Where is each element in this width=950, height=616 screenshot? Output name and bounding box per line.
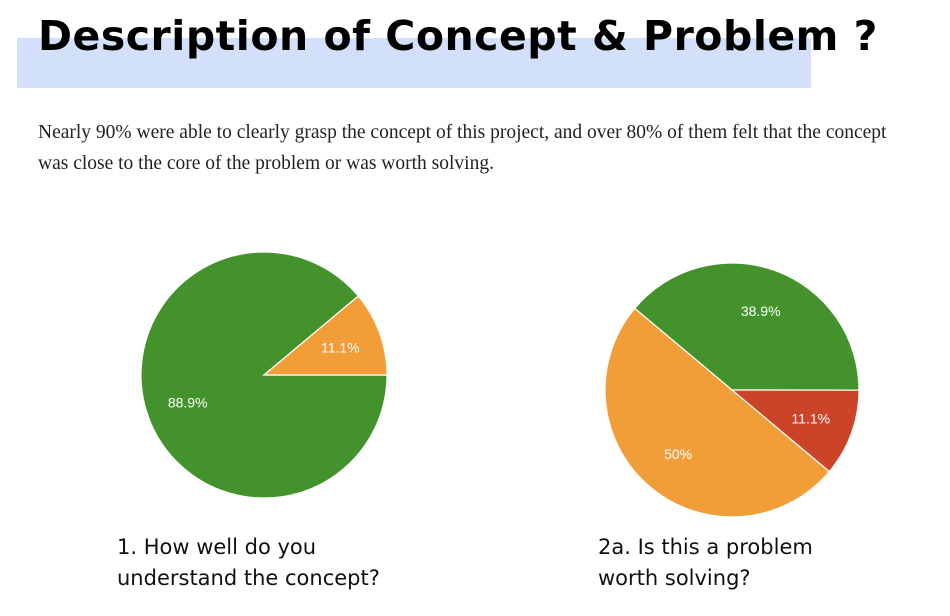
pie-slice: [633, 262, 860, 391]
description-text: Nearly 90% were able to clearly grasp th…: [38, 122, 887, 174]
page-title: Description of Concept & Problem ?: [38, 12, 878, 60]
slice-label: 50%: [664, 446, 692, 462]
caption-line: worth solving?: [598, 566, 751, 590]
caption-line: understand the concept?: [117, 566, 380, 590]
slice-label: 11.1%: [791, 411, 830, 427]
pie-slice: [730, 389, 860, 473]
slice-label: 11.1%: [321, 339, 360, 355]
chart-caption-concept: 1. How well do you understand the concep…: [117, 532, 447, 594]
caption-line: 2a. Is this a problem: [598, 535, 813, 559]
title-highlight: [17, 38, 811, 88]
pie-chart-problem: 38.9% 11.1% 50%: [604, 262, 860, 518]
slice-label: 88.9%: [168, 395, 208, 411]
slice-label: 38.9%: [741, 303, 781, 319]
pie-slice: [604, 307, 831, 518]
pie-slice: [262, 295, 388, 376]
chart-caption-problem: 2a. Is this a problem worth solving?: [598, 532, 898, 594]
caption-line: 1. How well do you: [117, 535, 317, 559]
pie-chart-concept: 88.9% 11.1%: [140, 251, 388, 499]
